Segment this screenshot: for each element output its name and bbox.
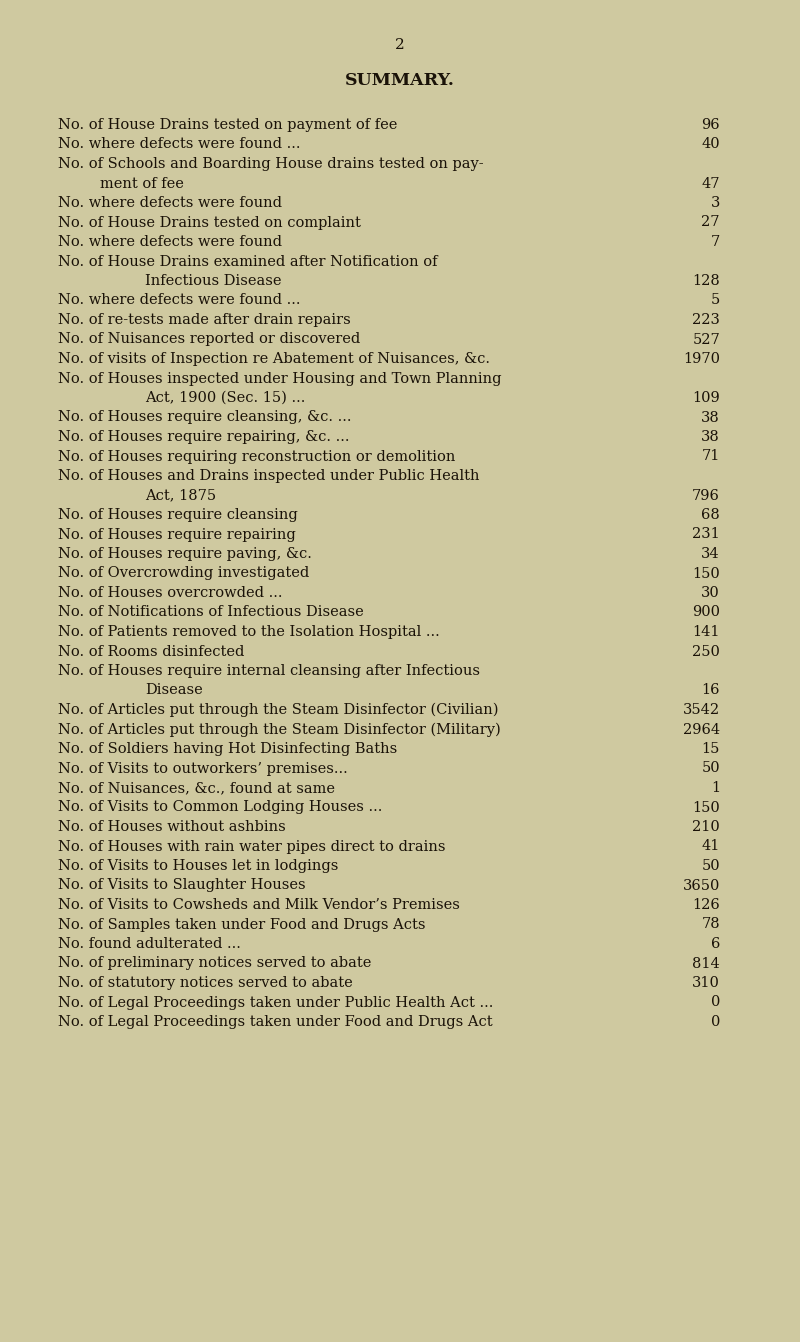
- Text: 38: 38: [702, 411, 720, 424]
- Text: No. where defects were found: No. where defects were found: [58, 235, 282, 250]
- Text: No. of Samples taken under Food and Drugs Acts: No. of Samples taken under Food and Drug…: [58, 918, 426, 931]
- Text: No. of Visits to Cowsheds and Milk Vendor’s Premises: No. of Visits to Cowsheds and Milk Vendo…: [58, 898, 460, 913]
- Text: No. where defects were found ...: No. where defects were found ...: [58, 137, 301, 152]
- Text: 150: 150: [692, 800, 720, 815]
- Text: No. of Houses require cleansing, &c. ...: No. of Houses require cleansing, &c. ...: [58, 411, 351, 424]
- Text: 2964: 2964: [683, 722, 720, 737]
- Text: 1: 1: [711, 781, 720, 794]
- Text: 7: 7: [710, 235, 720, 250]
- Text: No. of Patients removed to the Isolation Hospital ...: No. of Patients removed to the Isolation…: [58, 625, 440, 639]
- Text: No. of Notifications of Infectious Disease: No. of Notifications of Infectious Disea…: [58, 605, 364, 620]
- Text: No. of House Drains tested on complaint: No. of House Drains tested on complaint: [58, 216, 361, 229]
- Text: ment of fee: ment of fee: [100, 177, 184, 191]
- Text: No. of Houses require paving, &c.: No. of Houses require paving, &c.: [58, 548, 312, 561]
- Text: No. of Houses require internal cleansing after Infectious: No. of Houses require internal cleansing…: [58, 664, 480, 678]
- Text: 16: 16: [702, 683, 720, 698]
- Text: No. of Schools and Boarding House drains tested on pay-: No. of Schools and Boarding House drains…: [58, 157, 484, 170]
- Text: 223: 223: [692, 313, 720, 327]
- Text: No. of House Drains tested on payment of fee: No. of House Drains tested on payment of…: [58, 118, 398, 132]
- Text: 231: 231: [692, 527, 720, 542]
- Text: No. of Visits to Slaughter Houses: No. of Visits to Slaughter Houses: [58, 879, 306, 892]
- Text: 796: 796: [692, 488, 720, 502]
- Text: 5: 5: [710, 294, 720, 307]
- Text: No. of Overcrowding investigated: No. of Overcrowding investigated: [58, 566, 310, 581]
- Text: No. of Houses overcrowded ...: No. of Houses overcrowded ...: [58, 586, 282, 600]
- Text: 141: 141: [693, 625, 720, 639]
- Text: Infectious Disease: Infectious Disease: [145, 274, 282, 289]
- Text: 41: 41: [702, 840, 720, 854]
- Text: No. of Visits to Houses let in lodgings: No. of Visits to Houses let in lodgings: [58, 859, 338, 874]
- Text: 27: 27: [702, 216, 720, 229]
- Text: 38: 38: [702, 429, 720, 444]
- Text: 109: 109: [692, 391, 720, 405]
- Text: Act, 1875: Act, 1875: [145, 488, 216, 502]
- Text: No. of Houses and Drains inspected under Public Health: No. of Houses and Drains inspected under…: [58, 468, 479, 483]
- Text: 40: 40: [702, 137, 720, 152]
- Text: No. of Visits to outworkers’ premises...: No. of Visits to outworkers’ premises...: [58, 761, 348, 776]
- Text: 128: 128: [692, 274, 720, 289]
- Text: 30: 30: [702, 586, 720, 600]
- Text: 6: 6: [710, 937, 720, 951]
- Text: No. of Houses require cleansing: No. of Houses require cleansing: [58, 509, 298, 522]
- Text: 527: 527: [692, 333, 720, 346]
- Text: 3542: 3542: [683, 703, 720, 717]
- Text: No. of Articles put through the Steam Disinfector (Military): No. of Articles put through the Steam Di…: [58, 722, 501, 737]
- Text: No. of statutory notices served to abate: No. of statutory notices served to abate: [58, 976, 353, 990]
- Text: No. of Soldiers having Hot Disinfecting Baths: No. of Soldiers having Hot Disinfecting …: [58, 742, 398, 756]
- Text: 68: 68: [702, 509, 720, 522]
- Text: No. of Houses with rain water pipes direct to drains: No. of Houses with rain water pipes dire…: [58, 840, 446, 854]
- Text: No. found adulterated ...: No. found adulterated ...: [58, 937, 241, 951]
- Text: 50: 50: [702, 761, 720, 776]
- Text: 900: 900: [692, 605, 720, 620]
- Text: 150: 150: [692, 566, 720, 581]
- Text: No. of preliminary notices served to abate: No. of preliminary notices served to aba…: [58, 957, 371, 970]
- Text: No. of Articles put through the Steam Disinfector (Civilian): No. of Articles put through the Steam Di…: [58, 703, 498, 718]
- Text: No. of Visits to Common Lodging Houses ...: No. of Visits to Common Lodging Houses .…: [58, 800, 382, 815]
- Text: No. of Houses require repairing, &c. ...: No. of Houses require repairing, &c. ...: [58, 429, 350, 444]
- Text: No. of Houses without ashbins: No. of Houses without ashbins: [58, 820, 286, 833]
- Text: No. of visits of Inspection re Abatement of Nuisances, &c.: No. of visits of Inspection re Abatement…: [58, 352, 490, 366]
- Text: 310: 310: [692, 976, 720, 990]
- Text: 15: 15: [702, 742, 720, 756]
- Text: 34: 34: [702, 548, 720, 561]
- Text: No. where defects were found ...: No. where defects were found ...: [58, 294, 301, 307]
- Text: No. of House Drains examined after Notification of: No. of House Drains examined after Notif…: [58, 255, 438, 268]
- Text: 814: 814: [692, 957, 720, 970]
- Text: 210: 210: [692, 820, 720, 833]
- Text: 126: 126: [692, 898, 720, 913]
- Text: 250: 250: [692, 644, 720, 659]
- Text: 78: 78: [702, 918, 720, 931]
- Text: No. of Nuisances, &c., found at same: No. of Nuisances, &c., found at same: [58, 781, 335, 794]
- Text: No. of Houses require repairing: No. of Houses require repairing: [58, 527, 296, 542]
- Text: No. of re-tests made after drain repairs: No. of re-tests made after drain repairs: [58, 313, 350, 327]
- Text: No. of Houses requiring reconstruction or demolition: No. of Houses requiring reconstruction o…: [58, 450, 455, 463]
- Text: 0: 0: [710, 996, 720, 1009]
- Text: No. where defects were found: No. where defects were found: [58, 196, 282, 209]
- Text: 50: 50: [702, 859, 720, 874]
- Text: 3: 3: [710, 196, 720, 209]
- Text: 2: 2: [395, 38, 405, 52]
- Text: 3650: 3650: [682, 879, 720, 892]
- Text: SUMMARY.: SUMMARY.: [345, 72, 455, 89]
- Text: No. of Rooms disinfected: No. of Rooms disinfected: [58, 644, 244, 659]
- Text: 47: 47: [702, 177, 720, 191]
- Text: 0: 0: [710, 1015, 720, 1029]
- Text: No. of Nuisances reported or discovered: No. of Nuisances reported or discovered: [58, 333, 360, 346]
- Text: 96: 96: [702, 118, 720, 132]
- Text: No. of Legal Proceedings taken under Food and Drugs Act: No. of Legal Proceedings taken under Foo…: [58, 1015, 493, 1029]
- Text: 1970: 1970: [683, 352, 720, 366]
- Text: No. of Houses inspected under Housing and Town Planning: No. of Houses inspected under Housing an…: [58, 372, 502, 385]
- Text: 71: 71: [702, 450, 720, 463]
- Text: Disease: Disease: [145, 683, 202, 698]
- Text: Act, 1900 (Sec. 15) ...: Act, 1900 (Sec. 15) ...: [145, 391, 306, 405]
- Text: No. of Legal Proceedings taken under Public Health Act ...: No. of Legal Proceedings taken under Pub…: [58, 996, 494, 1009]
